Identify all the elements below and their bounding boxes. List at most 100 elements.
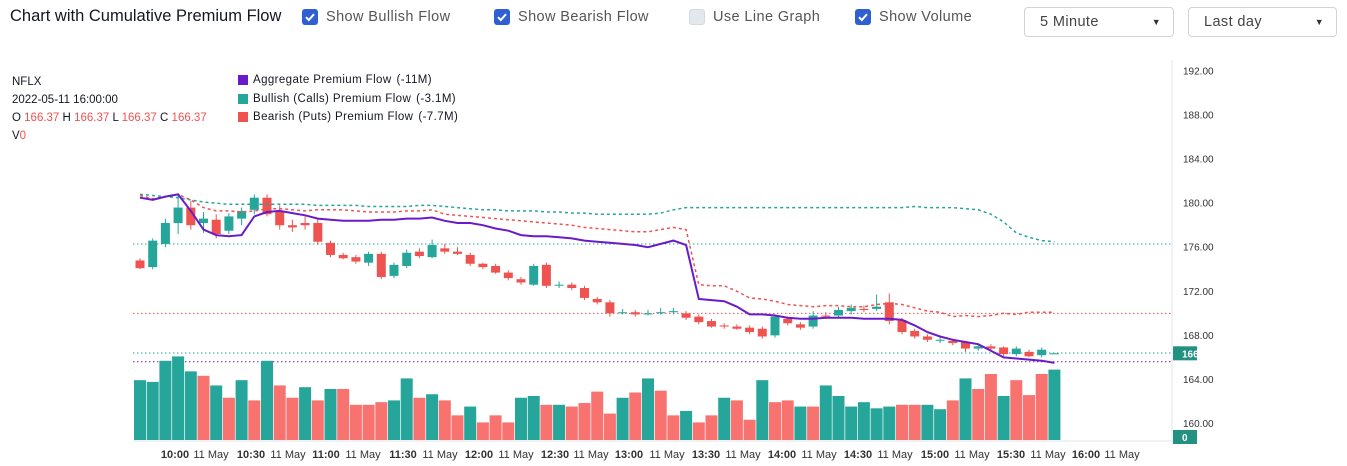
- volume-bar: [883, 406, 896, 440]
- checkbox-unchecked-icon[interactable]: [689, 9, 705, 25]
- volume-bar: [235, 380, 248, 440]
- volume-bar: [908, 404, 921, 440]
- bullish-flow-line: [139, 193, 1055, 243]
- candle-body: [910, 330, 920, 337]
- candle-body: [922, 336, 932, 340]
- symbol: NFLX: [12, 76, 42, 88]
- candle-body: [516, 279, 526, 283]
- candle-body: [707, 321, 716, 327]
- checkbox-checked-icon[interactable]: [855, 9, 871, 25]
- volume-bar: [159, 360, 172, 440]
- volume-bar: [146, 381, 159, 440]
- volume-bar: [1048, 369, 1061, 440]
- candle-body: [224, 216, 234, 231]
- show-bearish-flow-checkbox[interactable]: Show Bearish Flow: [494, 9, 649, 25]
- x-tick-label: 11 May: [1104, 449, 1140, 461]
- x-tick-label: 15:00: [921, 449, 949, 461]
- volume-bar: [997, 396, 1010, 440]
- candle-body: [935, 339, 945, 341]
- volume-bar: [464, 406, 477, 440]
- volume-bar: [565, 406, 578, 440]
- volume-bar: [807, 406, 820, 440]
- use-line-graph-checkbox[interactable]: Use Line Graph: [689, 9, 820, 25]
- candle-body: [351, 257, 361, 262]
- candle-body: [1024, 351, 1034, 357]
- y-tick-label: 160.00: [1183, 419, 1214, 430]
- volume-bar: [324, 388, 337, 440]
- candle-body: [656, 312, 666, 314]
- x-tick-label: 10:30: [237, 449, 265, 461]
- candle-body: [326, 242, 335, 255]
- candle-body: [173, 207, 183, 224]
- legend-label: Aggregate Premium Flow: [253, 74, 392, 86]
- volume-bar: [451, 415, 464, 440]
- candle-body: [859, 308, 869, 311]
- volume-bar: [781, 400, 794, 440]
- x-tick-label: 13:30: [692, 449, 720, 461]
- candle-body: [580, 288, 589, 298]
- candle-body: [541, 264, 551, 286]
- volume-bar: [438, 400, 451, 440]
- volume-bar: [286, 397, 299, 440]
- candle-body: [148, 240, 158, 268]
- legend-swatch-bullish: [238, 93, 248, 104]
- candle-body: [795, 324, 805, 328]
- volume-bar: [934, 409, 947, 440]
- candle-body: [999, 347, 1009, 355]
- checkbox-checked-icon[interactable]: [494, 9, 510, 25]
- candle-body: [313, 223, 323, 242]
- candle-body: [1011, 348, 1021, 355]
- y-tick-label: 176.00: [1183, 243, 1214, 254]
- x-tick-label: 11 May: [649, 449, 685, 461]
- x-tick-label: 12:00: [465, 449, 493, 461]
- candle-body: [1037, 349, 1047, 356]
- checkbox-checked-icon[interactable]: [302, 9, 318, 25]
- legend-label: Bullish (Calls) Premium Flow: [253, 92, 412, 105]
- volume-bar: [794, 406, 807, 440]
- x-tick-label: 16:00: [1072, 449, 1100, 461]
- x-tick-label: 11 May: [270, 449, 306, 461]
- candle-body: [630, 312, 640, 315]
- volume-value: V0: [12, 130, 27, 142]
- volume-bar: [273, 385, 286, 440]
- bearish-flow-line: [139, 193, 1055, 318]
- candle-body: [186, 207, 196, 226]
- candle-body: [681, 313, 691, 318]
- show-volume-checkbox[interactable]: Show Volume: [855, 9, 972, 25]
- volume-bar: [388, 400, 400, 440]
- candle-body: [783, 318, 793, 324]
- x-tick-label: 11:30: [389, 449, 417, 461]
- volume-bar: [375, 402, 388, 440]
- show-bullish-flow-checkbox[interactable]: Show Bullish Flow: [302, 9, 450, 25]
- volume-bar: [603, 413, 616, 440]
- x-tick-label: 13:00: [615, 449, 643, 461]
- volume-bar: [1023, 395, 1035, 440]
- show-volume-label: Show Volume: [879, 9, 973, 25]
- legend-item-aggregate: Aggregate Premium Flow (-11M): [238, 71, 458, 90]
- candle-body: [732, 326, 742, 329]
- volume-bar: [134, 380, 146, 440]
- candle-body: [262, 197, 272, 215]
- candle-body: [402, 252, 412, 266]
- volume-bar: [527, 396, 540, 440]
- volume-bar: [172, 356, 185, 440]
- candle-body: [554, 284, 564, 286]
- interval-select[interactable]: 5 Minute ▼: [1024, 7, 1174, 37]
- volume-bar: [578, 403, 591, 440]
- volume-bar: [819, 385, 832, 440]
- volume-bar: [629, 392, 642, 440]
- volume-bar: [362, 404, 375, 440]
- legend-value: (-11M): [396, 74, 432, 86]
- x-tick-label: 11 May: [1030, 449, 1066, 461]
- volume-bar: [311, 400, 324, 440]
- range-select[interactable]: Last day ▼: [1188, 7, 1337, 37]
- x-tick-label: 11 May: [725, 449, 761, 461]
- x-tick-label: 12:30: [541, 449, 569, 461]
- volume-bar: [1010, 380, 1023, 440]
- volume-bar: [705, 415, 718, 440]
- y-tick-label: 184.00: [1183, 155, 1214, 166]
- candle-body: [440, 248, 450, 252]
- y-tick-label: 188.00: [1183, 111, 1214, 122]
- volume-bar: [692, 422, 705, 440]
